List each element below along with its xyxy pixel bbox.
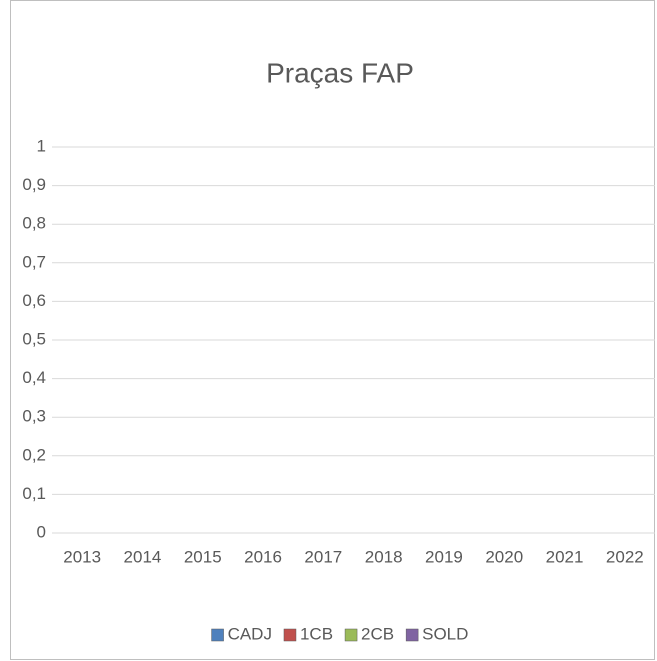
x-tick-label: 2017	[304, 547, 342, 566]
legend-swatch	[283, 628, 297, 642]
x-tick-label: 2018	[365, 547, 403, 566]
x-tick-label: 2013	[63, 547, 101, 566]
y-tick-label: 0,1	[22, 484, 46, 503]
x-tick-label: 2019	[425, 547, 463, 566]
y-tick-label: 0,5	[22, 329, 46, 348]
chart-border	[10, 0, 655, 660]
legend-label: 1CB	[300, 624, 333, 643]
y-tick-label: 0,6	[22, 291, 46, 310]
y-tick-label: 1	[37, 136, 46, 155]
legend-swatch	[211, 628, 224, 642]
y-tick-label: 0,3	[22, 407, 46, 426]
y-tick-label: 0,2	[22, 445, 46, 464]
x-tick-label: 2020	[485, 547, 523, 566]
y-tick-label: 0,8	[22, 214, 46, 233]
legend-swatch	[405, 628, 419, 642]
x-tick-label: 2014	[124, 547, 162, 566]
y-tick-label: 0,9	[22, 175, 46, 194]
y-tick-label: 0	[37, 522, 46, 541]
x-tick-label: 2016	[244, 547, 282, 566]
legend-label: 2CB	[361, 624, 394, 643]
legend-swatch	[344, 628, 358, 642]
y-tick-label: 0,7	[22, 252, 46, 271]
chart-title: Praças FAP	[266, 57, 414, 88]
legend-label: CADJ	[228, 624, 272, 643]
x-tick-label: 2021	[546, 547, 584, 566]
y-tick-label: 0,4	[22, 368, 46, 387]
x-tick-label: 2015	[184, 547, 222, 566]
x-tick-label: 2022	[606, 547, 644, 566]
legend-label: SOLD	[422, 624, 468, 643]
